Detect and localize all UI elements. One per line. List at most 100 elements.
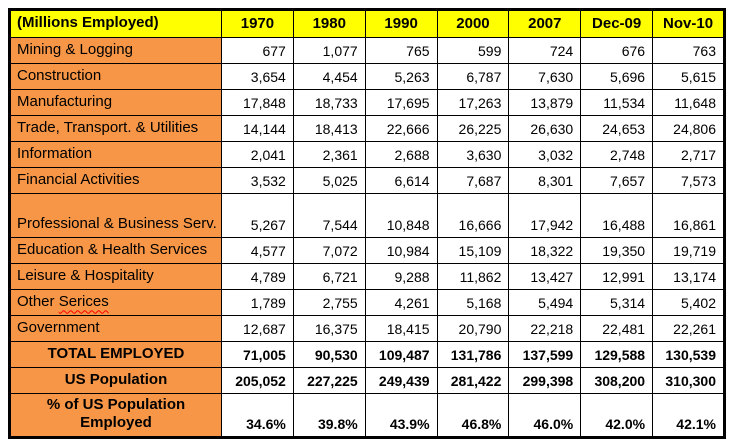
cell-value: 18,413 (292, 115, 366, 142)
cell-value: 2,717 (652, 141, 725, 168)
cell-value: 6,721 (292, 263, 366, 290)
row-label: Professional & Business Serv. (9, 193, 222, 238)
cell-value: 7,687 (436, 167, 510, 194)
header-row: (Millions Employed) 1970 1980 1990 2000 … (9, 9, 725, 38)
cell-value: 4,789 (221, 263, 294, 290)
cell-value: 308,200 (580, 367, 654, 394)
cell-value: 7,630 (508, 63, 582, 90)
cell-value: 10,848 (364, 193, 438, 238)
table-row-education-health-services: Education & Health Services 4,577 7,072 … (9, 237, 725, 264)
column-header-nov10: Nov-10 (652, 9, 725, 38)
cell-value: 3,532 (221, 167, 294, 194)
cell-value: 7,544 (292, 193, 366, 238)
row-label: % of US Population Employed (9, 393, 222, 438)
column-header-1990: 1990 (364, 9, 438, 38)
cell-value: 19,719 (652, 237, 725, 264)
misspelled-word: Serices (58, 293, 109, 311)
cell-value: 129,588 (580, 341, 654, 368)
row-label: US Population (9, 367, 222, 394)
employment-table: (Millions Employed) 1970 1980 1990 2000 … (8, 8, 726, 439)
cell-value: 5,615 (652, 63, 725, 90)
cell-value: 20,790 (436, 315, 510, 342)
cell-value: 7,657 (580, 167, 654, 194)
cell-value: 5,025 (292, 167, 366, 194)
cell-value: 249,439 (364, 367, 438, 394)
cell-value: 3,630 (436, 141, 510, 168)
cell-value: 5,168 (436, 289, 510, 316)
cell-value: 12,991 (580, 263, 654, 290)
column-header-dec09: Dec-09 (580, 9, 654, 38)
cell-value: 3,032 (508, 141, 582, 168)
table-row-total-employed: TOTAL EMPLOYED 71,005 90,530 109,487 131… (9, 341, 725, 368)
cell-value: 11,862 (436, 263, 510, 290)
row-label: Government (9, 315, 222, 342)
cell-value: 2,041 (221, 141, 294, 168)
row-label: Information (9, 141, 222, 168)
table-row-government: Government 12,687 16,375 18,415 20,790 2… (9, 315, 725, 342)
table-row-us-population: US Population 205,052 227,225 249,439 28… (9, 367, 725, 394)
cell-value: 4,577 (221, 237, 294, 264)
cell-value: 17,942 (508, 193, 582, 238)
row-label: Trade, Transport. & Utilities (9, 115, 222, 142)
cell-value: 46.0% (508, 393, 582, 438)
cell-value: 17,695 (364, 89, 438, 116)
cell-value: 42.0% (580, 393, 654, 438)
cell-value: 9,288 (364, 263, 438, 290)
cell-value: 724 (508, 37, 582, 64)
table-row-mining-logging: Mining & Logging 677 1,077 765 599 724 6… (9, 37, 725, 64)
column-header-2007: 2007 (508, 9, 582, 38)
table-row-trade-transport-utilities: Trade, Transport. & Utilities 14,144 18,… (9, 115, 725, 142)
table-row-professional-business-serv: Professional & Business Serv. 5,267 7,54… (9, 193, 725, 238)
cell-value: 42.1% (652, 393, 725, 438)
cell-value: 2,688 (364, 141, 438, 168)
cell-value: 14,144 (221, 115, 294, 142)
cell-value: 16,861 (652, 193, 725, 238)
cell-value: 22,218 (508, 315, 582, 342)
cell-value: 18,415 (364, 315, 438, 342)
cell-value: 11,648 (652, 89, 725, 116)
cell-value: 130,539 (652, 341, 725, 368)
cell-value: 13,174 (652, 263, 725, 290)
cell-value: 5,696 (580, 63, 654, 90)
table-row-financial-activities: Financial Activities 3,532 5,025 6,614 7… (9, 167, 725, 194)
cell-value: 12,687 (221, 315, 294, 342)
cell-value: 39.8% (292, 393, 366, 438)
cell-value: 13,427 (508, 263, 582, 290)
cell-value: 4,454 (292, 63, 366, 90)
cell-value: 8,301 (508, 167, 582, 194)
row-label: Financial Activities (9, 167, 222, 194)
cell-value: 5,314 (580, 289, 654, 316)
cell-value: 7,573 (652, 167, 725, 194)
cell-value: 205,052 (221, 367, 294, 394)
row-label: Mining & Logging (9, 37, 222, 64)
table-row-leisure-hospitality: Leisure & Hospitality 4,789 6,721 9,288 … (9, 263, 725, 290)
column-header-1980: 1980 (292, 9, 366, 38)
table-row-information: Information 2,041 2,361 2,688 3,630 3,03… (9, 141, 725, 168)
cell-value: 19,350 (580, 237, 654, 264)
cell-value: 1,077 (292, 37, 366, 64)
cell-value: 6,614 (364, 167, 438, 194)
row-label: Manufacturing (9, 89, 222, 116)
cell-value: 2,748 (580, 141, 654, 168)
column-header-1970: 1970 (221, 9, 294, 38)
cell-value: 46.8% (436, 393, 510, 438)
cell-value: 13,879 (508, 89, 582, 116)
cell-value: 676 (580, 37, 654, 64)
cell-value: 24,653 (580, 115, 654, 142)
cell-value: 16,375 (292, 315, 366, 342)
cell-value: 5,267 (221, 193, 294, 238)
cell-value: 763 (652, 37, 725, 64)
cell-value: 18,733 (292, 89, 366, 116)
table-row-percent-employed: % of US Population Employed 34.6% 39.8% … (9, 393, 725, 438)
cell-value: 43.9% (364, 393, 438, 438)
cell-value: 765 (364, 37, 438, 64)
cell-value: 90,530 (292, 341, 366, 368)
cell-value: 677 (221, 37, 294, 64)
row-label: Construction (9, 63, 222, 90)
cell-value: 22,481 (580, 315, 654, 342)
cell-value: 5,494 (508, 289, 582, 316)
row-label: Other Serices (9, 289, 222, 316)
cell-value: 24,806 (652, 115, 725, 142)
cell-value: 34.6% (221, 393, 294, 438)
